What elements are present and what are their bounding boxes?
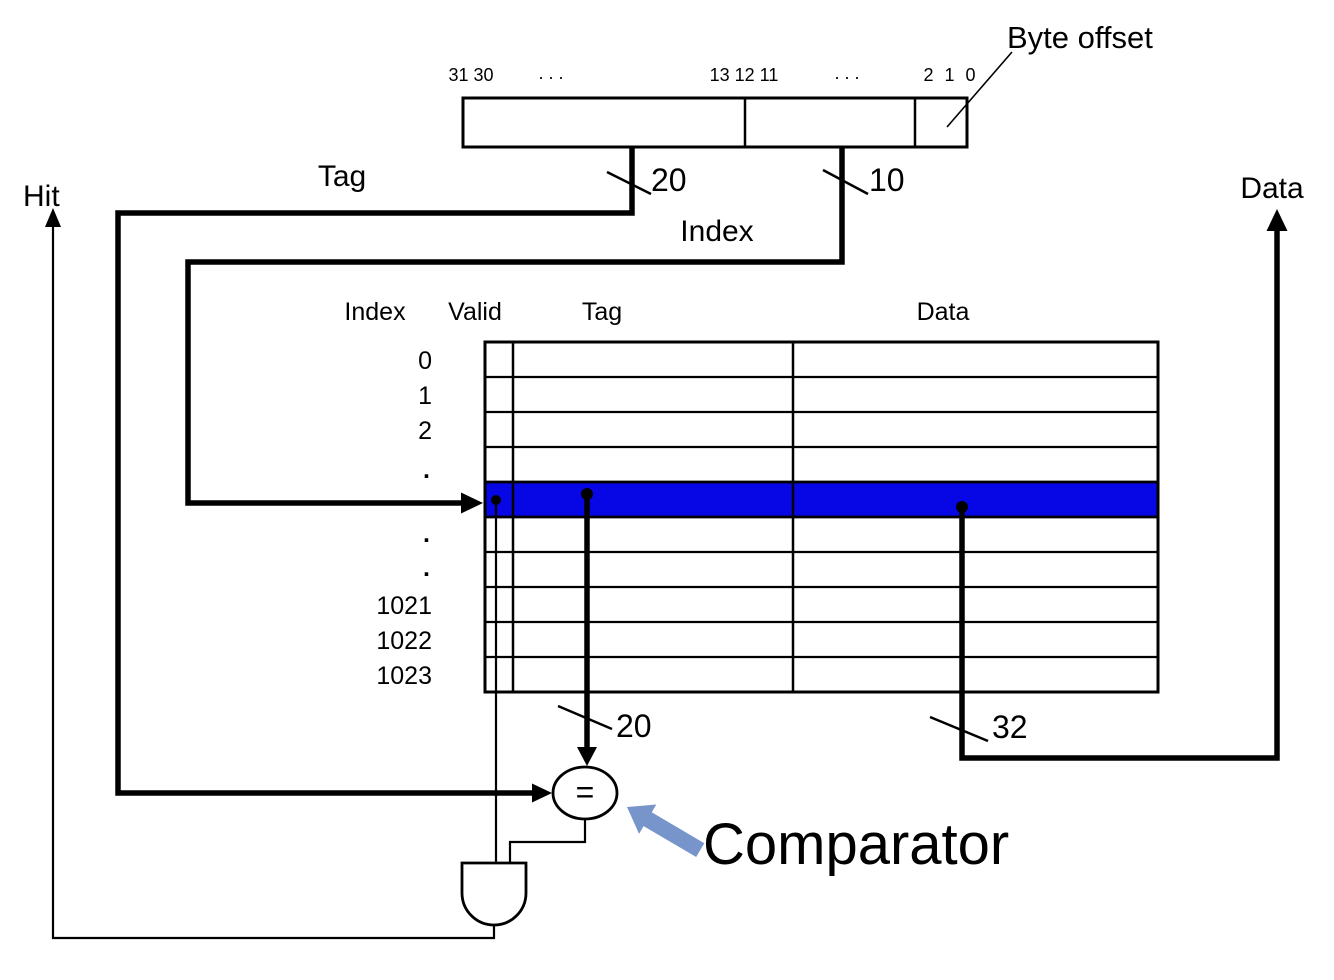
row-labels: 0 1 2 . . . 1021 1022 1023: [376, 347, 432, 690]
row-label: 0: [418, 347, 432, 375]
tag-field-arrowhead: [577, 747, 597, 766]
byte-offset-pointer-line: [946, 51, 1013, 128]
highlighted-row: [485, 482, 1158, 517]
byte-offset-label: Byte offset: [1007, 20, 1153, 55]
index-bus-width-slash: [822, 168, 869, 196]
tag-bus-wire: [115, 147, 635, 796]
column-header-valid: Valid: [448, 298, 502, 326]
hit-arrowhead: [45, 208, 61, 227]
equals-sign: =: [576, 774, 595, 810]
row-label-dot: .: [423, 554, 430, 582]
and-gate: [460, 861, 528, 927]
bit-label-2-1-0: 2 1 0: [923, 65, 978, 85]
comparator-label: Comparator: [703, 812, 1009, 877]
data-width-label: 32: [992, 709, 1028, 745]
row-label-dot: .: [423, 520, 430, 548]
column-header-data: Data: [917, 298, 970, 326]
data-top-label: Data: [1240, 172, 1304, 205]
tag-top-label: Tag: [318, 160, 366, 193]
data-output-arrowhead: [1266, 209, 1288, 231]
cache-table-grid: [485, 342, 1158, 692]
tag-compare-width-slash: [557, 704, 613, 731]
tag-bus-width-label: 20: [651, 162, 687, 198]
tag-compare-width-label: 20: [616, 708, 652, 744]
address-box: [461, 96, 969, 149]
comparator-pointer-arrow: [627, 804, 705, 858]
index-top-label: Index: [680, 215, 753, 248]
hit-label: Hit: [23, 180, 60, 213]
bit-label-13-12-11: 13 12 11: [710, 65, 779, 85]
row-label: 1: [418, 382, 432, 410]
bit-label-ellipsis-left: . . .: [538, 63, 563, 83]
index-bus-width-label: 10: [869, 162, 905, 198]
row-label-dot: .: [423, 456, 430, 484]
row-label: 1023: [376, 662, 432, 690]
tag-bus-arrowhead: [532, 783, 552, 803]
row-label: 1022: [376, 627, 432, 655]
hit-wire: [51, 214, 496, 940]
tag-bus-width-slash: [606, 170, 652, 196]
column-header-tag: Tag: [582, 298, 622, 326]
row-label: 2: [418, 417, 432, 445]
data-output-wire: [959, 230, 1280, 761]
bit-label-31-30: 31 30: [448, 65, 493, 85]
data-width-slash: [929, 715, 989, 743]
column-header-index: Index: [344, 298, 406, 326]
index-bus-wire: [185, 147, 845, 506]
index-bus-arrowhead: [461, 492, 483, 514]
row-label: 1021: [376, 592, 432, 620]
cache-table-border: [483, 340, 1160, 694]
comparator-output-wire: [508, 819, 587, 862]
bit-label-ellipsis-right: . . .: [834, 63, 859, 83]
